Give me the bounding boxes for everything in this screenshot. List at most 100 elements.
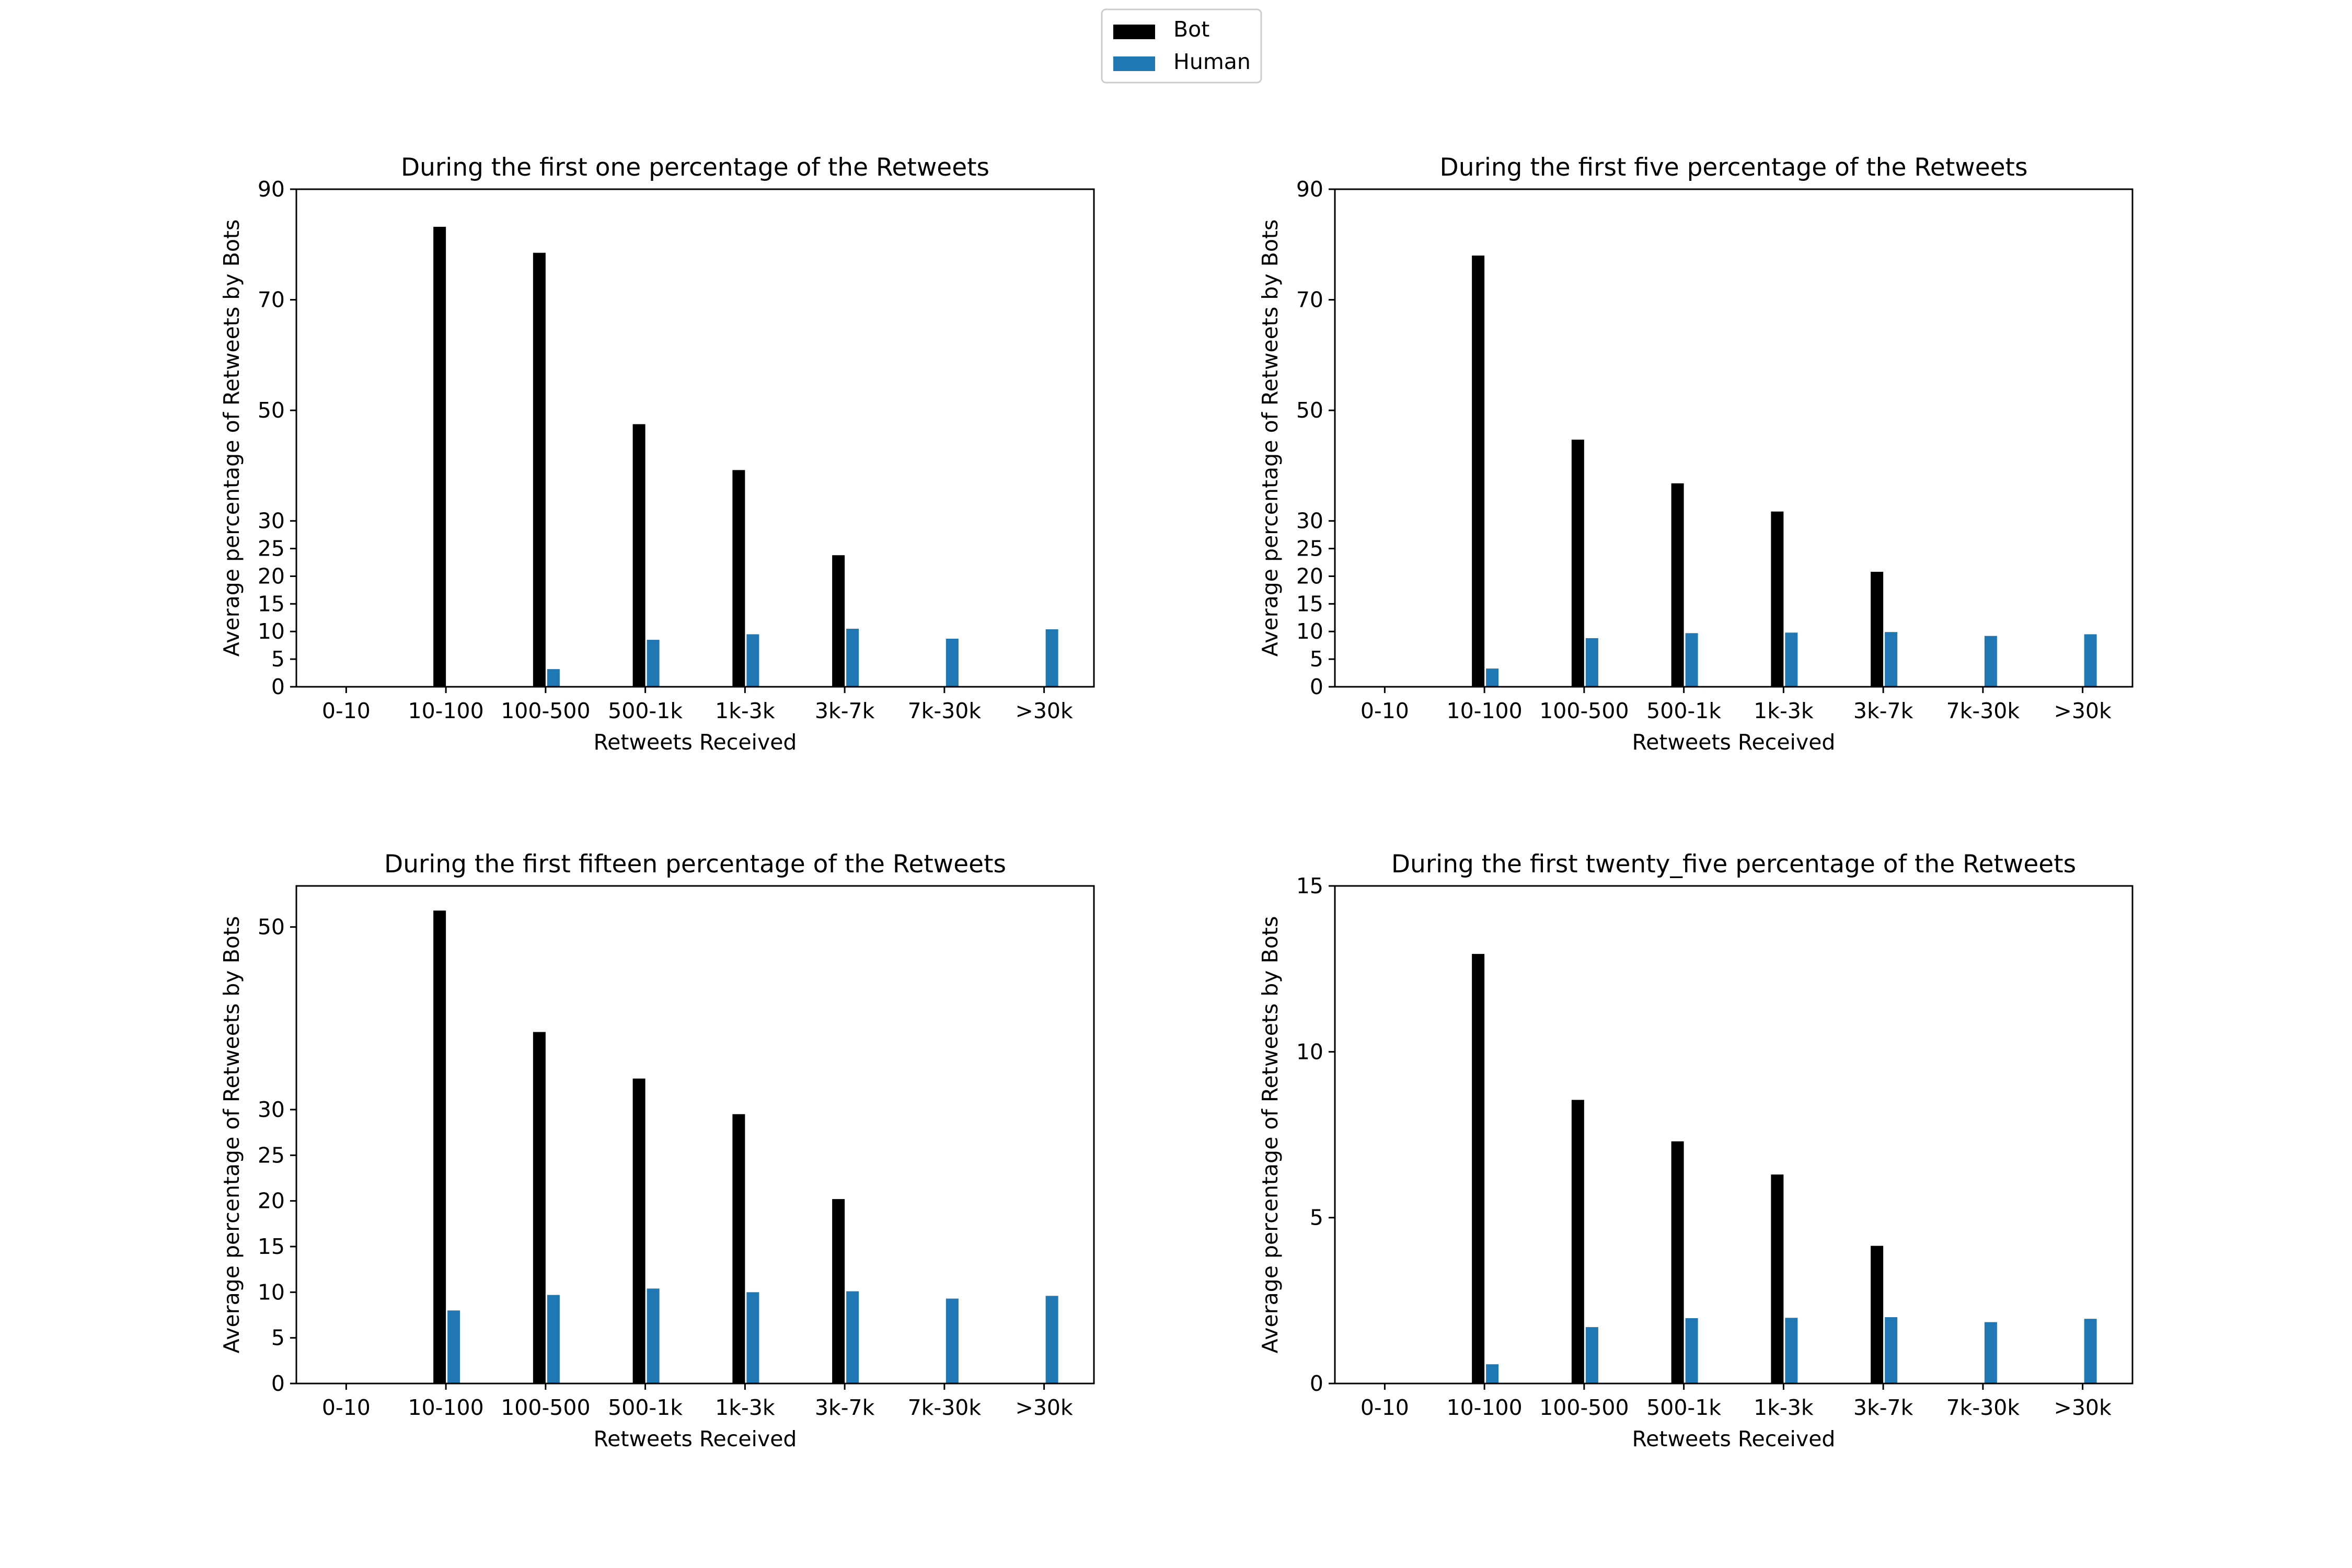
- chart-one-xtick-label-7k-30k: 7k-30k: [908, 698, 982, 723]
- chart-five-bar-human-500-1k: [1685, 633, 1698, 687]
- chart-five-ytick-label-50: 50: [1296, 398, 1323, 423]
- legend-swatch-bot: [1113, 25, 1155, 39]
- chart-twenty-five-ytick-label-10: 10: [1296, 1039, 1323, 1064]
- chart-twenty-five-xtick-label-1k-3k: 1k-3k: [1754, 1395, 1814, 1420]
- chart-one-ytick-label-70: 70: [258, 287, 285, 313]
- chart-one-bar-bot-3k-7k: [832, 555, 845, 687]
- chart-fifteen-xtick-label-100-500: 100-500: [501, 1395, 590, 1420]
- chart-five-ytick-label-15: 15: [1296, 591, 1323, 616]
- chart-one-xtick-label-0-10: 0-10: [322, 698, 371, 723]
- chart-one-bar-bot-100-500: [533, 252, 546, 687]
- chart-fifteen-bar-human-1k-3k: [746, 1292, 759, 1383]
- chart-twenty-five-y-axis-label: Average percentage of Retweets by Bots: [1258, 916, 1283, 1354]
- chart-twenty-five-bar-human-500-1k: [1685, 1318, 1698, 1383]
- chart-fifteen-xtick-label-7k-30k: 7k-30k: [908, 1395, 982, 1420]
- chart-five-ytick-label-70: 70: [1296, 287, 1323, 313]
- chart-five-y-axis-label: Average percentage of Retweets by Bots: [1258, 220, 1283, 657]
- chart-five-bar-human-1k-3k: [1785, 632, 1798, 687]
- chart-one-bar-human-over-30k: [1045, 629, 1058, 687]
- chart-five-ytick-label-10: 10: [1296, 619, 1323, 644]
- chart-fifteen-bar-bot-10-100: [433, 910, 446, 1383]
- chart-five-ytick-label-0: 0: [1310, 674, 1323, 699]
- chart-twenty-five-plot-frame: [1334, 885, 2134, 1385]
- chart-one-xtick-label-100-500: 100-500: [501, 698, 590, 723]
- chart-one-ytick-label-90: 90: [258, 177, 285, 202]
- chart-twenty-five-bar-human-1k-3k: [1785, 1318, 1798, 1383]
- chart-twenty-five-ytick-label-15: 15: [1296, 873, 1323, 898]
- chart-twenty-five-bar-human-3k-7k: [1885, 1317, 1898, 1383]
- chart-twenty-five-bar-bot-100-500: [1571, 1100, 1584, 1383]
- chart-one-xtick-label-3k-7k: 3k-7k: [815, 698, 875, 723]
- chart-twenty-five-bar-bot-1k-3k: [1771, 1174, 1784, 1383]
- chart-one-bar-human-7k-30k: [946, 638, 959, 687]
- chart-fifteen-bar-human-3k-7k: [846, 1291, 859, 1383]
- chart-one-ytick-label-10: 10: [258, 619, 285, 644]
- chart-five-ytick-label-30: 30: [1296, 509, 1323, 534]
- chart-twenty-five-xtick-label-100-500: 100-500: [1539, 1395, 1629, 1420]
- chart-five-ytick-label-20: 20: [1296, 563, 1323, 589]
- chart-one-xtick-label-over-30k: >30k: [1015, 698, 1073, 723]
- chart-twenty-five-title: During the first twenty_five percentage …: [1391, 850, 2076, 879]
- chart-fifteen-ytick-label-50: 50: [258, 915, 285, 940]
- chart-one-xtick-label-10-100: 10-100: [408, 698, 484, 723]
- chart-fifteen-bar-human-100-500: [547, 1295, 560, 1383]
- chart-fifteen-x-axis-label: Retweets Received: [594, 1426, 797, 1451]
- chart-fifteen-bar-human-over-30k: [1045, 1296, 1058, 1383]
- chart-fifteen-plot-frame: [295, 885, 1095, 1385]
- chart-five-bar-human-10-100: [1486, 668, 1499, 687]
- chart-five-bar-human-7k-30k: [1984, 636, 1997, 687]
- chart-fifteen-xtick-label-10-100: 10-100: [408, 1395, 484, 1420]
- chart-five-xtick-label-7k-30k: 7k-30k: [1946, 698, 2020, 723]
- chart-twenty-five-bar-human-over-30k: [2084, 1319, 2097, 1383]
- chart-one-bar-human-1k-3k: [746, 634, 759, 687]
- chart-five-xtick-label-over-30k: >30k: [2054, 698, 2112, 723]
- chart-fifteen-y-axis-label: Average percentage of Retweets by Bots: [219, 916, 244, 1354]
- chart-twenty-five-x-axis-label: Retweets Received: [1632, 1426, 1836, 1451]
- chart-fifteen-bar-human-500-1k: [647, 1288, 660, 1383]
- chart-one-bar-bot-10-100: [433, 226, 446, 687]
- legend-swatch-human: [1113, 56, 1155, 71]
- chart-five-bar-bot-3k-7k: [1871, 571, 1884, 687]
- chart-fifteen-ytick-label-15: 15: [258, 1234, 285, 1259]
- chart-one-x-axis-label: Retweets Received: [594, 730, 797, 755]
- chart-five-ytick-label-90: 90: [1296, 177, 1323, 202]
- chart-five-xtick-label-500-1k: 500-1k: [1646, 698, 1721, 723]
- chart-one-ytick-label-15: 15: [258, 591, 285, 616]
- chart-one-y-axis-label: Average percentage of Retweets by Bots: [219, 220, 244, 657]
- chart-five-xtick-label-0-10: 0-10: [1361, 698, 1409, 723]
- chart-five-xtick-label-10-100: 10-100: [1447, 698, 1523, 723]
- chart-five-bar-bot-100-500: [1571, 440, 1584, 687]
- chart-five-x-axis-label: Retweets Received: [1632, 730, 1836, 755]
- chart-one-ytick-label-30: 30: [258, 509, 285, 534]
- chart-five-bar-human-over-30k: [2084, 634, 2097, 687]
- legend-label-human: Human: [1173, 49, 1251, 74]
- chart-five-bar-human-100-500: [1585, 638, 1598, 687]
- chart-fifteen-ytick-label-10: 10: [258, 1279, 285, 1305]
- chart-twenty-five-bar-bot-500-1k: [1671, 1141, 1684, 1383]
- chart-one-xtick-label-500-1k: 500-1k: [608, 698, 683, 723]
- chart-five-plot-frame: [1334, 188, 2134, 688]
- chart-fifteen-ytick-label-20: 20: [258, 1189, 285, 1214]
- chart-fifteen-xtick-label-500-1k: 500-1k: [608, 1395, 683, 1420]
- chart-twenty-five-ytick-label-0: 0: [1310, 1371, 1323, 1396]
- chart-one-ytick-label-20: 20: [258, 563, 285, 589]
- chart-fifteen-ytick-label-30: 30: [258, 1097, 285, 1122]
- chart-one-ytick-label-50: 50: [258, 398, 285, 423]
- chart-fifteen-bar-human-7k-30k: [946, 1298, 959, 1383]
- chart-fifteen-ytick-label-0: 0: [271, 1371, 285, 1396]
- chart-one-ytick-label-0: 0: [271, 674, 285, 699]
- chart-fifteen-ytick-label-25: 25: [258, 1143, 285, 1168]
- legend: Bot Human: [1101, 8, 1262, 84]
- chart-five-title: During the first five percentage of the …: [1440, 153, 2028, 182]
- chart-fifteen-bar-human-10-100: [447, 1310, 460, 1383]
- chart-one-title: During the first one percentage of the R…: [401, 153, 989, 182]
- chart-five-xtick-label-100-500: 100-500: [1539, 698, 1629, 723]
- chart-one-ytick-label-5: 5: [271, 647, 285, 672]
- chart-one-xtick-label-1k-3k: 1k-3k: [715, 698, 775, 723]
- chart-one-bar-bot-1k-3k: [732, 470, 745, 687]
- chart-five-bar-human-3k-7k: [1885, 632, 1898, 687]
- chart-fifteen-ytick-label-5: 5: [271, 1325, 285, 1351]
- chart-fifteen-xtick-label-over-30k: >30k: [1015, 1395, 1073, 1420]
